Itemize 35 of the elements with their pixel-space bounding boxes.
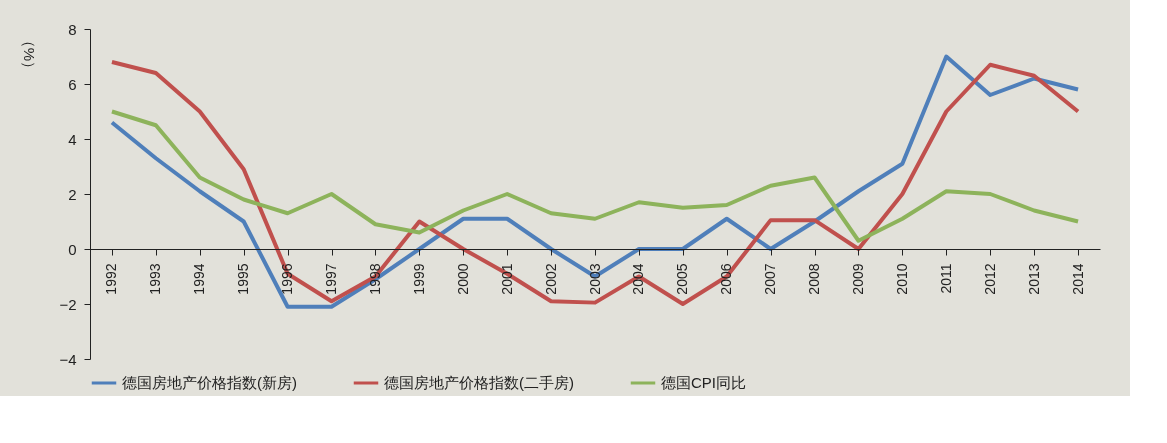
x-tick-label: 2006: [718, 263, 735, 295]
x-tick-label: 2001: [498, 263, 515, 295]
x-tick-label: 2002: [542, 263, 559, 295]
x-tick-label: 1995: [235, 263, 252, 295]
x-tick-label: 2014: [1069, 263, 1086, 295]
x-tick-label: 1999: [410, 263, 427, 295]
x-tick-label: 1998: [366, 263, 383, 295]
y-tick-label: −4: [59, 350, 77, 368]
x-tick-label: 2012: [981, 263, 998, 295]
y-tick-label: 6: [68, 75, 77, 93]
x-tick-label: 1994: [191, 263, 208, 295]
y-tick-label: 0: [68, 240, 77, 258]
x-tick-label: 2010: [893, 263, 910, 295]
x-tick-label: 2004: [630, 263, 647, 295]
x-tick-label: 2007: [762, 263, 779, 295]
y-axis-title: （%）: [20, 32, 38, 77]
y-tick-label: −2: [59, 295, 77, 313]
line-series: [109, 109, 1081, 243]
y-tick-label: 4: [68, 130, 77, 148]
x-tick-label: 2011: [937, 263, 954, 294]
x-tick-label: 2009: [849, 263, 866, 295]
x-tick-label: 2008: [806, 263, 823, 295]
x-tick-label: 2000: [454, 263, 471, 295]
x-tick-label: 1992: [103, 263, 120, 295]
x-tick-label: 1996: [279, 263, 296, 295]
legend-label: 德国CPI同比: [661, 374, 747, 391]
x-tick-label: 1993: [147, 263, 164, 295]
y-tick-label: 2: [68, 185, 77, 203]
legend-label: 德国房地产价格指数(新房): [122, 374, 297, 391]
y-tick-label: 8: [68, 20, 77, 38]
legend-label: 德国房地产价格指数(二手房): [384, 374, 574, 391]
x-tick-label: 2013: [1025, 263, 1042, 295]
x-tick-label: 2003: [586, 263, 603, 295]
x-tick-label: 2005: [674, 263, 691, 295]
x-tick-label: 1997: [323, 263, 340, 295]
